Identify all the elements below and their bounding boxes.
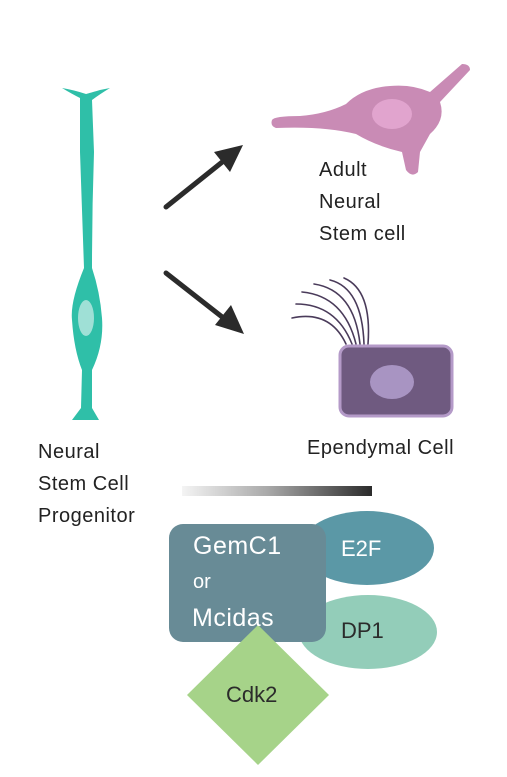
progenitor-label-line-3: Progenitor [38, 500, 135, 532]
ependymal-cell [292, 278, 452, 416]
neural-stem-cell-progenitor-label: Neural Stem Cell Progenitor [38, 436, 135, 532]
adult-cell-nucleus [372, 99, 412, 129]
ependymal-cell-nucleus [370, 365, 414, 399]
e2f-label: E2F [341, 536, 381, 562]
cdk2-label: Cdk2 [226, 682, 277, 708]
ependymal-label-text: Ependymal Cell [307, 432, 454, 464]
progenitor-label-line-2: Stem Cell [38, 468, 135, 500]
adult-label-line-1: Adult [319, 154, 406, 186]
ependymal-cell-label: Ependymal Cell [307, 432, 454, 464]
stem-cell-nucleus [78, 300, 94, 336]
mcidas-label: Mcidas [192, 604, 274, 633]
neural-stem-cell-progenitor [62, 88, 110, 420]
arrow-to-ependymal-cell [166, 273, 244, 334]
adult-label-line-3: Stem cell [319, 218, 406, 250]
progenitor-label-line-1: Neural [38, 436, 135, 468]
dp1-label: DP1 [341, 618, 384, 644]
arrow-to-adult-cell [166, 145, 243, 207]
cilia [292, 278, 369, 344]
stem-cell-body [62, 88, 110, 420]
differentiation-gradient-bar [182, 486, 372, 496]
or-label: or [193, 571, 211, 594]
gemc1-label: GemC1 [193, 532, 282, 561]
adult-neural-stem-cell-label: Adult Neural Stem cell [319, 154, 406, 250]
adult-label-line-2: Neural [319, 186, 406, 218]
